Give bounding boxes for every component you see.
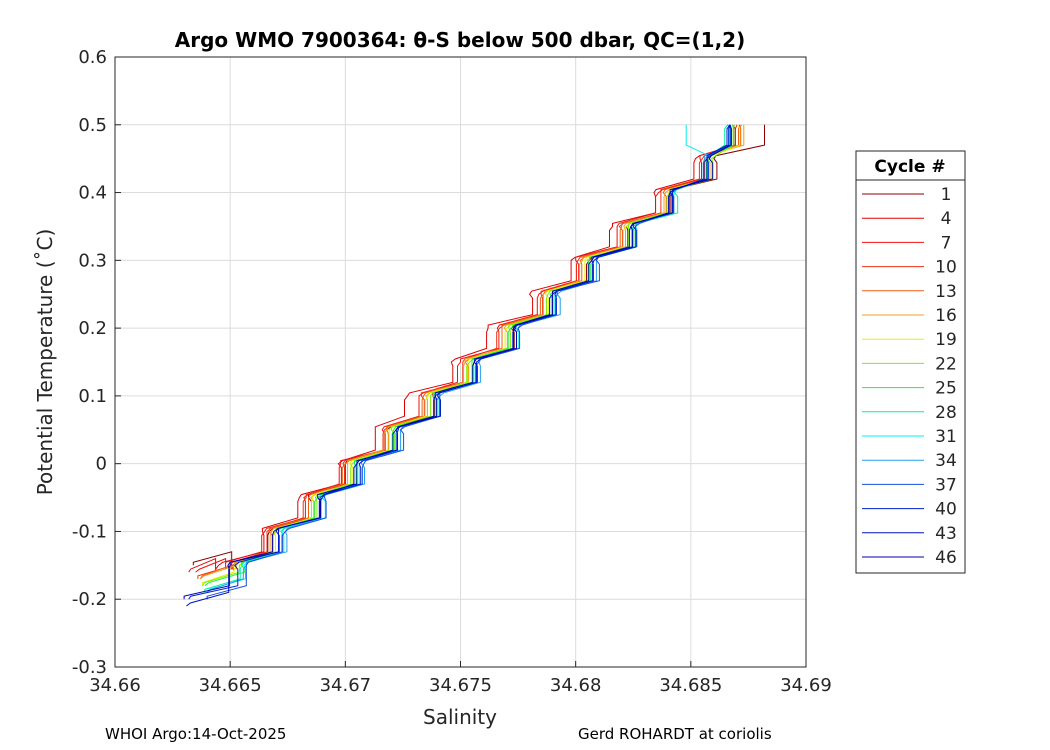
series-line-cycle-1 [192,124,765,570]
legend-label: 7 [941,233,952,253]
y-tick-label: 0.6 [78,47,107,68]
y-tick-label: 0 [96,454,107,475]
x-tick-label: 34.67 [320,675,372,696]
series-line-cycle-22 [202,124,736,586]
legend-label: 13 [935,282,957,302]
chart-title: Argo WMO 7900364: θ-S below 500 dbar, QC… [175,28,745,52]
y-tick-label: 0.2 [78,318,107,339]
series-line-cycle-37 [206,124,731,600]
tick-labels: 34.66 34.665 34.67 34.675 34.68 34.685 34.69 0.… [72,47,832,696]
series-line-cycle-19 [202,124,741,586]
x-tick-label: 34.665 [199,675,262,696]
series-lines [183,124,765,607]
legend-label: 4 [941,209,952,229]
series-line-cycle-4 [188,124,736,573]
legend-label: 1 [941,185,952,205]
legend-label: 25 [935,379,957,399]
x-tick-label: 34.685 [659,675,722,696]
legend: Cycle # 1 4 7 10 13 16 19 22 25 28 31 34 37 40 43 46 [855,150,966,574]
x-axis-label: Salinity [423,705,497,729]
legend-label: 16 [935,306,957,326]
series-line-cycle-7 [195,124,738,573]
x-tick-label: 34.675 [429,675,492,696]
legend-label: 10 [935,258,957,278]
legend-label: 43 [935,524,957,544]
footer-source: WHOI Argo:14-Oct-2025 [105,725,287,743]
x-tick-label: 34.68 [550,675,602,696]
legend-label: 19 [935,330,957,350]
y-tick-label: -0.1 [72,521,107,542]
y-tick-label: -0.2 [72,589,107,610]
legend-title: Cycle # [874,157,945,177]
y-tick-label: 0.1 [78,386,107,407]
y-axis-label: Potential Temperature (˚C) [33,229,57,496]
legend-label: 46 [935,548,957,568]
y-tick-label: 0.4 [78,183,107,204]
y-tick-label: 0.5 [78,115,107,136]
legend-label: 31 [935,427,957,447]
legend-label: 34 [935,451,957,471]
y-tick-label: 0.3 [78,250,107,271]
legend-label: 28 [935,403,957,423]
legend-label: 37 [935,475,957,495]
y-tick-label: -0.3 [72,657,107,678]
footer-author: Gerd ROHARDT at coriolis [578,725,772,743]
legend-label: 22 [935,354,957,374]
series-line-cycle-16 [199,124,745,580]
x-tick-label: 34.69 [780,675,832,696]
x-tick-label: 34.66 [89,675,141,696]
legend-label: 40 [935,500,957,520]
series-line-cycle-46 [183,124,731,600]
